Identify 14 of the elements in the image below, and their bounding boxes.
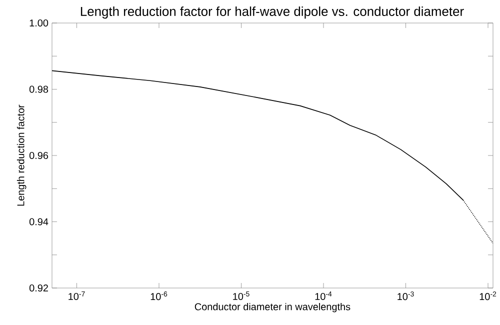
x-tick-label: 10$^{-7}$ bbox=[68, 292, 85, 300]
chart-title: Length reduction factor for half-wave dipole vs. conductor diameter bbox=[80, 6, 464, 19]
y-tick-label: 0.98 bbox=[29, 86, 48, 93]
x-tick-label: 10$^{-5}$ bbox=[233, 292, 250, 300]
text: 1.00 bbox=[30, 19, 48, 27]
y-axis-title: Length reduction factor bbox=[16, 104, 26, 206]
x-tick-label: 10$^{-2}$ bbox=[480, 292, 496, 300]
y-tick-label: 0.94 bbox=[29, 218, 48, 226]
y-tick-label: 0.92 bbox=[29, 284, 48, 292]
y-tick-label: 0.96 bbox=[29, 152, 48, 160]
x-tick-label: 10$^{-6}$ bbox=[150, 292, 168, 300]
x-tick-label: 10$^{-3}$ bbox=[398, 292, 414, 300]
x-axis-title: Conductor diameter in wavelengths bbox=[194, 302, 350, 312]
x-tick-label: 10$^{-4}$ bbox=[315, 292, 332, 300]
